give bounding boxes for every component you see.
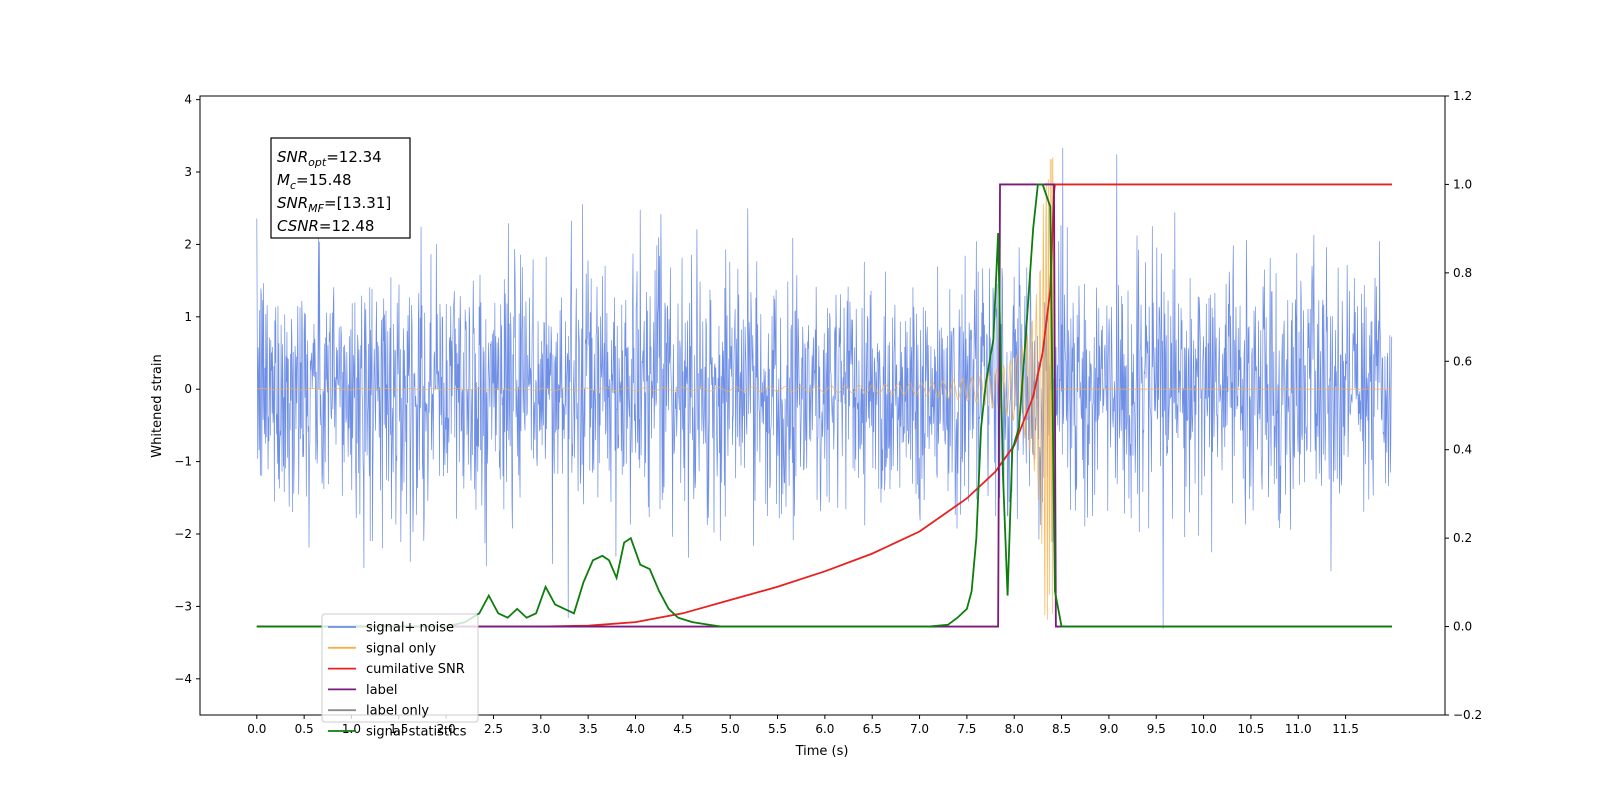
x-tick-label: 4.5	[673, 722, 692, 736]
annotation-line: Mc=15.48	[277, 171, 352, 192]
x-tick-label: 7.5	[957, 722, 976, 736]
y-tick-label: 4	[184, 93, 192, 107]
x-tick-label: 6.0	[815, 722, 834, 736]
plot-area	[256, 147, 1393, 629]
x-tick-label: 2.5	[484, 722, 503, 736]
x-tick-label: 0.0	[247, 722, 266, 736]
x-tick-label: 7.0	[910, 722, 929, 736]
x-tick-label: 4.0	[626, 722, 645, 736]
annotation-line: SNRMF=[13.31]	[277, 194, 391, 215]
y2-tick-label: 1.2	[1453, 89, 1472, 103]
x-tick-label: 11.0	[1285, 722, 1312, 736]
y-tick-label: −4	[174, 672, 192, 686]
x-tick-label: 9.5	[1147, 722, 1166, 736]
y-tick-label: 2	[184, 237, 192, 251]
legend-entry: signal+ noise	[366, 621, 454, 636]
x-tick-label: 3.0	[531, 722, 550, 736]
x-tick-label: 2.0	[437, 722, 456, 736]
y-tick-label: −2	[174, 527, 192, 541]
y-tick-label: 1	[184, 310, 192, 324]
annotation-symbol: CSNR	[277, 217, 319, 235]
y2-tick-label: −0.2	[1453, 708, 1482, 722]
series-line-signal-statistics	[256, 183, 1392, 628]
legend-entry: cumilative SNR	[366, 662, 465, 677]
x-tick-label: 8.0	[1005, 722, 1024, 736]
plot-frame	[199, 95, 1446, 716]
x-tick-label: 5.0	[721, 722, 740, 736]
annotation-frame	[270, 137, 411, 239]
y-tick-label: −1	[174, 455, 192, 469]
y-axis-title: Whitened strain	[150, 354, 165, 457]
legend-entry: label	[366, 683, 397, 698]
stats-annotation-box: SNRopt=12.34Mc=15.48SNRMF=[13.31]CSNR=12…	[270, 137, 411, 239]
x-axis-title: Time (s)	[795, 744, 849, 759]
legend-entry: label only	[366, 704, 429, 719]
x-tick-label: 6.5	[863, 722, 882, 736]
annotation-line: SNRopt=12.34	[277, 148, 382, 169]
y2-tick-label: 0.2	[1453, 531, 1472, 545]
y2-tick-label: 0.4	[1453, 443, 1472, 457]
x-tick-label: 3.5	[579, 722, 598, 736]
y-axis-right: −0.2 0.0 0.2 0.4 0.6 0.8 1.0 1.2	[1445, 89, 1482, 722]
y2-tick-label: 0.8	[1453, 266, 1472, 280]
legend-entry: signal statistics	[366, 725, 467, 740]
y2-tick-label: 0.0	[1453, 620, 1472, 634]
y-tick-label: 3	[184, 165, 192, 179]
series-line-cumilative-snr	[256, 183, 1392, 628]
x-tick-label: 1.0	[342, 722, 361, 736]
y2-tick-label: 1.0	[1453, 177, 1472, 191]
annotation-value: =12.34	[326, 148, 382, 166]
x-tick-label: 0.5	[295, 722, 314, 736]
annotation-subscript: MF	[308, 202, 324, 215]
x-tick-label: 9.0	[1099, 722, 1118, 736]
annotation-subscript: c	[290, 179, 296, 192]
y-axis-left: −4 −3 −2 −1 0 1 2 3 4	[174, 93, 200, 686]
x-tick-label: 8.5	[1052, 722, 1071, 736]
legend-frame	[321, 613, 479, 723]
x-tick-label: 10.5	[1238, 722, 1265, 736]
x-tick-label: 10.0	[1190, 722, 1217, 736]
series-line-signal-only	[256, 157, 1392, 620]
annotation-symbol: SNR	[277, 148, 308, 166]
series-line-signal-plus-noise	[256, 147, 1393, 629]
annotation-line: CSNR=12.48	[277, 217, 374, 235]
x-axis: 0.0 0.5 1.0 1.5 2.0 2.5 3.0 3.5 4.0 4.5 5.0 5.5 6.0 6…	[247, 715, 1359, 736]
x-tick-label: 5.5	[768, 722, 787, 736]
x-tick-label: 1.5	[389, 722, 408, 736]
annotation-value: =12.48	[319, 217, 375, 235]
legend: signal+ noise signal only cumilative SNR la…	[321, 613, 479, 740]
legend-entry: signal only	[366, 641, 436, 656]
annotation-subscript: opt	[308, 156, 327, 169]
y-tick-label: −3	[174, 599, 192, 613]
annotation-value: =15.48	[296, 171, 352, 189]
y-tick-label: 0	[184, 382, 192, 396]
annotation-value: =[13.31]	[324, 194, 391, 212]
x-tick-label: 11.5	[1332, 722, 1359, 736]
annotation-symbol: M	[277, 171, 290, 189]
annotation-symbol: SNR	[277, 194, 308, 212]
y2-tick-label: 0.6	[1453, 354, 1472, 368]
